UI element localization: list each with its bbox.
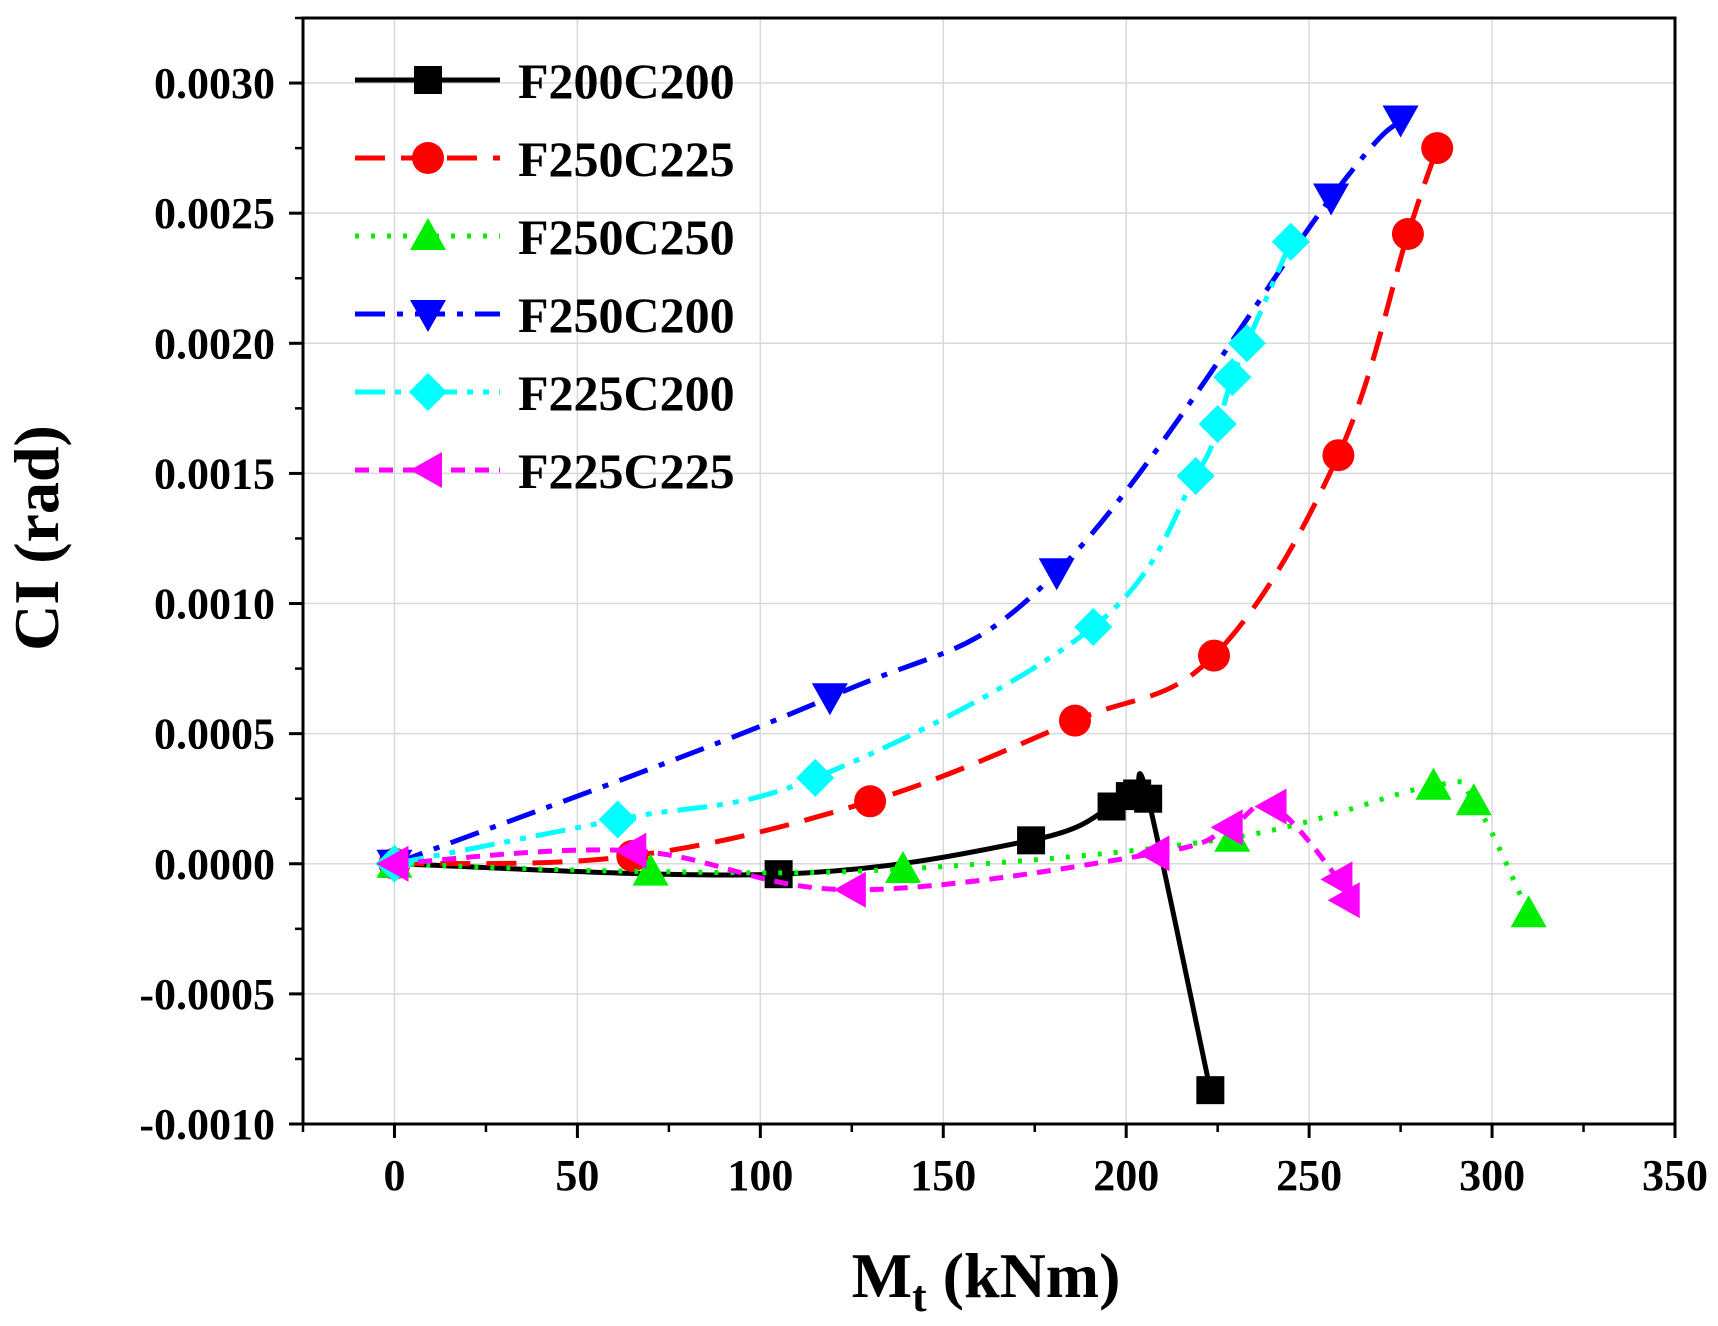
x-tick-label: 350 [1642, 1151, 1708, 1200]
plot-area-frame [301, 16, 1677, 1126]
data-point-F225C225 [1137, 835, 1170, 872]
series-line-F225C225 [394, 801, 1349, 902]
data-point-F225C225 [1210, 809, 1243, 846]
data-point-F250C250 [632, 853, 669, 886]
data-point-F200C200 [1196, 1076, 1225, 1105]
data-point-F225C225 [1254, 788, 1287, 825]
y-axis-title: CI (rad) [1, 425, 72, 651]
y-tick-label: -0.0010 [139, 1100, 275, 1149]
data-point-F250C200 [1382, 105, 1419, 138]
series-F200C200 [380, 771, 1225, 1105]
legend-label-F225C225: F225C225 [518, 443, 735, 499]
data-point-F200C200 [1134, 784, 1163, 813]
data-point-F250C250 [885, 850, 922, 883]
legend-label-F250C200: F250C200 [518, 287, 735, 343]
data-point-F250C225 [1058, 704, 1091, 737]
legend-marker-F225C225 [410, 452, 442, 488]
legend-label-F250C225: F250C225 [518, 131, 735, 187]
data-point-F250C225 [854, 785, 887, 818]
data-point-F250C200 [1313, 183, 1350, 216]
legend-item-F250C200: F250C200 [355, 287, 735, 343]
y-tick-label: 0.0015 [154, 449, 275, 498]
data-point-F250C250 [1455, 783, 1492, 816]
series-F225C200 [375, 222, 1310, 883]
y-tick-label: 0.0030 [154, 59, 275, 108]
x-tick-label: 200 [1093, 1151, 1159, 1200]
data-point-F225C200 [1213, 358, 1252, 397]
legend-marker-F225C200 [409, 373, 447, 411]
data-point-F225C225 [376, 845, 409, 882]
x-tick-label: 300 [1459, 1151, 1525, 1200]
x-tick-label: 0 [383, 1151, 405, 1200]
legend-marker-F250C200 [410, 300, 446, 332]
data-point-F225C200 [1271, 222, 1310, 261]
x-tick-label: 250 [1276, 1151, 1342, 1200]
y-tick-label: 0.0020 [154, 319, 275, 368]
x-tick-label: 150 [910, 1151, 976, 1200]
legend-label-F225C200: F225C200 [518, 365, 735, 421]
y-tick-label: 0.0025 [154, 189, 275, 238]
data-point-F225C200 [598, 800, 637, 839]
y-tick-label: 0.0000 [154, 840, 275, 889]
data-point-F225C200 [1176, 457, 1215, 496]
legend-item-F250C225: F250C225 [355, 131, 735, 187]
x-tick-label: 100 [727, 1151, 793, 1200]
legend-item-F250C250: F250C250 [355, 209, 735, 265]
series-F225C225 [376, 788, 1360, 919]
data-point-F250C250 [1510, 895, 1547, 928]
legend-marker-F250C250 [410, 218, 446, 250]
data-point-F225C200 [796, 758, 835, 797]
data-point-F250C200 [1038, 558, 1075, 591]
data-point-F225C200 [1227, 324, 1266, 363]
x-tick-label: 50 [555, 1151, 599, 1200]
legend-label-F250C250: F250C250 [518, 209, 735, 265]
data-point-F225C225 [1327, 882, 1360, 919]
data-point-F225C200 [1074, 607, 1113, 646]
x-axis-title-unit: (kNm) [927, 1240, 1121, 1311]
legend-marker-F250C225 [412, 142, 444, 174]
legend-label-F200C200: F200C200 [518, 53, 735, 109]
x-axis-title-subscript: t [912, 1272, 927, 1321]
data-point-F250C225 [1322, 439, 1355, 472]
data-point-F250C225 [1198, 639, 1231, 672]
series-line-F250C200 [393, 117, 1403, 867]
data-point-F250C225 [1391, 217, 1424, 250]
legend: F200C200 F250C225 F250C250 F250C200 F225C200… [355, 53, 735, 499]
data-point-F200C200 [1017, 826, 1046, 855]
axis-ticks: 0 50 100 150 200 250 300 350 -0.0010 -0.0005 0.000… [139, 16, 1708, 1200]
data-point-F225C200 [1198, 404, 1237, 443]
series-F250C250 [376, 767, 1547, 928]
x-axis-title: Mt (kNm) [852, 1240, 1121, 1321]
series-layer [375, 105, 1547, 1105]
x-axis-title-main: M [852, 1240, 912, 1311]
legend-item-F225C200: F225C200 [355, 365, 735, 421]
y-tick-label: -0.0005 [139, 970, 275, 1019]
data-point-F225C225 [614, 832, 647, 869]
legend-item-F225C225: F225C225 [355, 443, 735, 499]
legend-marker-F200C200 [414, 66, 442, 94]
data-point-F225C225 [833, 871, 866, 908]
y-tick-label: 0.0005 [154, 710, 275, 759]
data-point-F250C200 [811, 683, 848, 716]
y-tick-label: 0.0010 [154, 580, 275, 629]
data-point-F250C250 [1415, 767, 1452, 800]
grid [303, 18, 1675, 1124]
data-point-F225C225 [1320, 861, 1353, 898]
data-point-F250C225 [1421, 132, 1454, 165]
legend-item-F200C200: F200C200 [355, 53, 735, 109]
